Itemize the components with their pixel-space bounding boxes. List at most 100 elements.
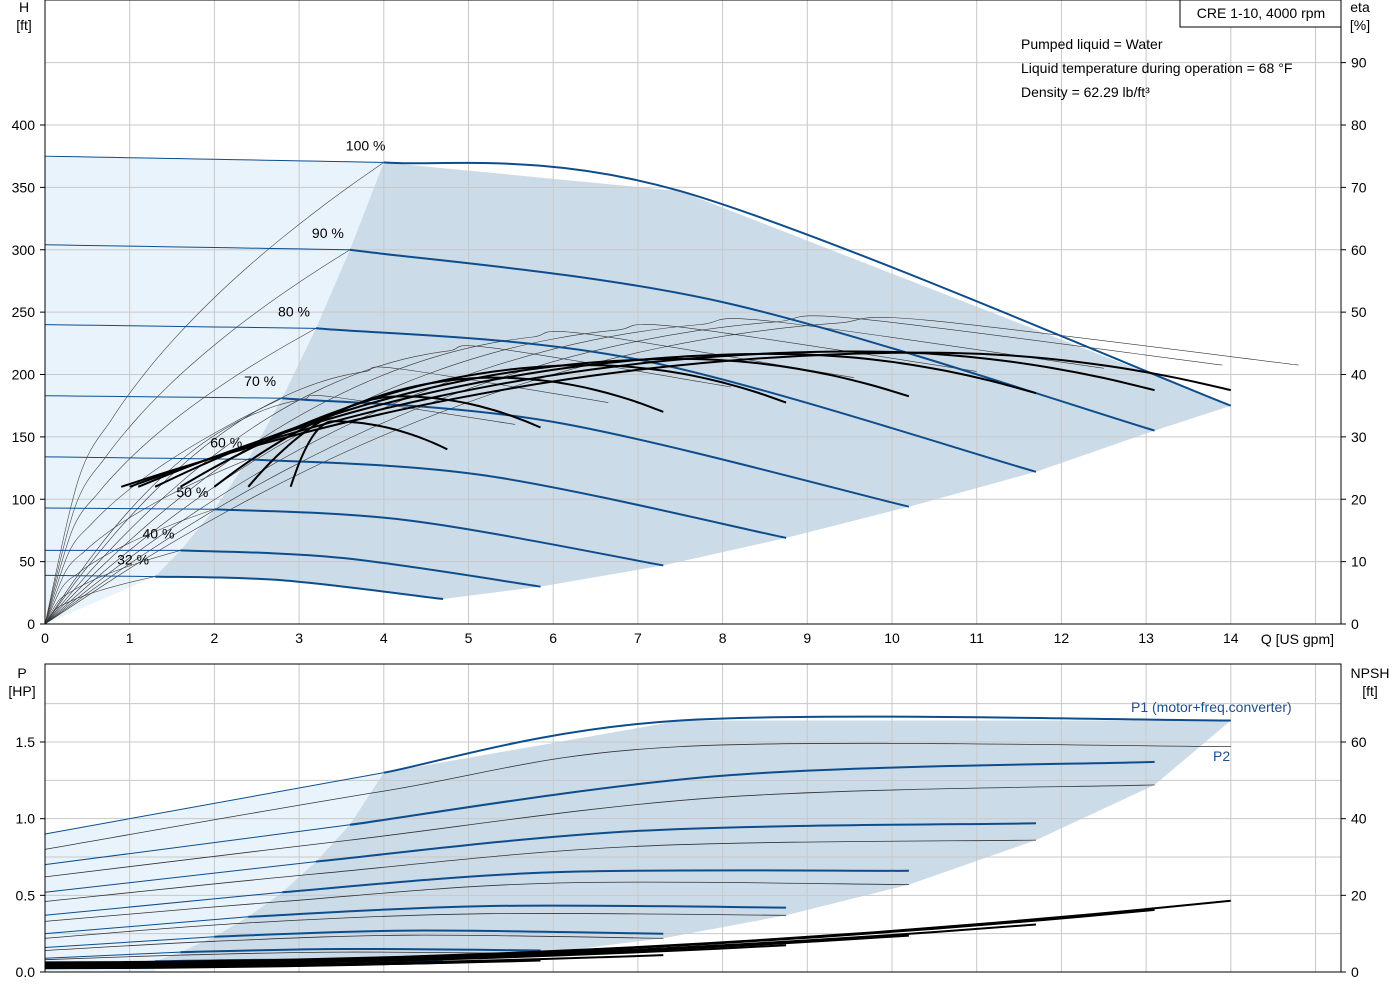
efficiency-envelope-curve [44, 324, 977, 625]
upper-y2-axis-label-line1: eta [1350, 0, 1370, 15]
head-curve-low-flow [44, 244, 350, 251]
x-tick-label: 12 [1054, 630, 1070, 646]
x-tick-label: 4 [380, 630, 388, 646]
efficiency-envelope-curve [44, 395, 516, 625]
lower-plot-frame [44, 663, 1342, 973]
p1-curve [383, 715, 1231, 774]
x-tick-label: 8 [719, 630, 727, 646]
y-tick-label: 300 [12, 242, 36, 258]
p2-curve [44, 912, 787, 939]
density-label: Density = 62.29 lb/ft³ [1021, 84, 1150, 100]
eta-tick-label: 50 [1351, 304, 1367, 320]
eta-tick-label: 20 [1351, 491, 1367, 507]
npsh-curve [44, 954, 664, 968]
y-tick-label: 350 [12, 179, 36, 195]
upper-y-axis-label-line1: H [19, 0, 29, 15]
power-tick-label: 1.5 [16, 734, 36, 750]
x-tick-label: 2 [211, 630, 219, 646]
head-curve-low-flow [44, 155, 384, 163]
x-tick-label: 0 [41, 630, 49, 646]
liquid-temperature-label: Liquid temperature during operation = 68… [1021, 60, 1292, 76]
y-tick-label: 250 [12, 304, 36, 320]
power-tick-label: 1.0 [16, 811, 36, 827]
upper-y2-axis-label-line2: [%] [1350, 17, 1370, 33]
y-tick-label: 50 [19, 554, 35, 570]
head-curve [349, 248, 1155, 432]
p1-curve [248, 904, 787, 918]
x-tick-label: 14 [1223, 630, 1239, 646]
eta-tick-label: 40 [1351, 367, 1367, 383]
efficiency-envelope-curve [44, 317, 1299, 625]
npsh-tick-label: 60 [1351, 734, 1367, 750]
speed-label: 40 % [143, 525, 175, 541]
lower-y2-axis-label-line1: NPSH [1351, 665, 1390, 681]
head-curve [383, 161, 1232, 407]
y-tick-label: 0 [27, 616, 35, 632]
y-tick-label: 100 [12, 491, 36, 507]
speed-label: 60 % [210, 434, 242, 450]
product-label-box [1179, 0, 1342, 28]
p1-curve [349, 760, 1155, 826]
lower-curves [44, 715, 1231, 970]
min-flow-curve [44, 508, 215, 625]
p1-curve-low-flow [44, 936, 215, 948]
upper-curves: 100 % 90 % 80 % 70 % 60 % 50 % 40 % 32 % [44, 137, 1299, 625]
p1-curve-low-flow [44, 951, 181, 959]
efficiency-curve [129, 350, 1155, 488]
efficiency-envelope-curve [44, 318, 1104, 625]
efficiency-curve [289, 420, 448, 488]
min-flow-curve [44, 328, 317, 625]
efficiency-envelope-curve [44, 366, 609, 625]
x-axis-label: Q [US gpm] [1261, 631, 1334, 647]
eta-tick-label: 90 [1351, 55, 1367, 71]
eta-tick-label: 10 [1351, 554, 1367, 570]
p1-curve-low-flow [44, 891, 283, 916]
x-tick-label: 11 [969, 630, 984, 646]
efficiency-curve [137, 352, 1037, 488]
lower-y-axis-label-line2: [HP] [8, 683, 35, 699]
p2-curve [44, 839, 1037, 902]
speed-label: 32 % [117, 552, 149, 568]
speed-label: 50 % [176, 484, 208, 500]
efficiency-envelope-curve [44, 345, 732, 625]
npsh-curve [44, 959, 541, 969]
p2-curve [44, 881, 909, 922]
head-curve-low-flow [44, 324, 317, 329]
y-tick-label: 400 [12, 117, 36, 133]
min-flow-curve [44, 397, 283, 625]
p2-curve [44, 784, 1155, 878]
tick-labels: 0 1 2 3 4 5 6 7 8 9 10 11 12 13 1405010015020025030035… [12, 55, 1367, 980]
head-curve [282, 397, 910, 508]
min-flow-curve [44, 249, 351, 625]
eta-tick-label: 80 [1351, 117, 1367, 133]
upper-y-axis-label-line2: [ft] [16, 17, 32, 33]
power-tick-label: 0.5 [16, 887, 36, 903]
power-operating-region [155, 720, 1231, 963]
min-flow-curve [44, 459, 249, 625]
p2-series-label: P2 [1213, 748, 1230, 764]
efficiency-envelope-curve [44, 331, 854, 625]
x-tick-label: 5 [465, 630, 473, 646]
product-label: CRE 1-10, 4000 rpm [1197, 5, 1325, 21]
p2-curve [44, 742, 1231, 850]
p1-curve [214, 929, 664, 938]
x-tick-label: 6 [549, 630, 557, 646]
npsh-curve [44, 899, 1231, 964]
x-tick-label: 7 [634, 630, 642, 646]
x-tick-label: 3 [295, 630, 303, 646]
x-tick-label: 9 [803, 630, 811, 646]
pumped-liquid-label: Pumped liquid = Water [1021, 36, 1163, 52]
head-curve-low-flow [44, 395, 283, 399]
eta-tick-label: 60 [1351, 242, 1367, 258]
head-curve [155, 575, 444, 600]
speed-label: 100 % [346, 137, 386, 153]
p1-curve-low-flow [44, 824, 350, 866]
head-curve [214, 508, 664, 567]
head-curve [180, 549, 541, 588]
eta-tick-label: 0 [1351, 616, 1359, 632]
power-tick-label: 0.0 [16, 964, 36, 980]
speed-label: 90 % [312, 225, 344, 241]
npsh-tick-label: 40 [1351, 811, 1367, 827]
p1-series-label: P1 (motor+freq.converter) [1131, 699, 1292, 715]
